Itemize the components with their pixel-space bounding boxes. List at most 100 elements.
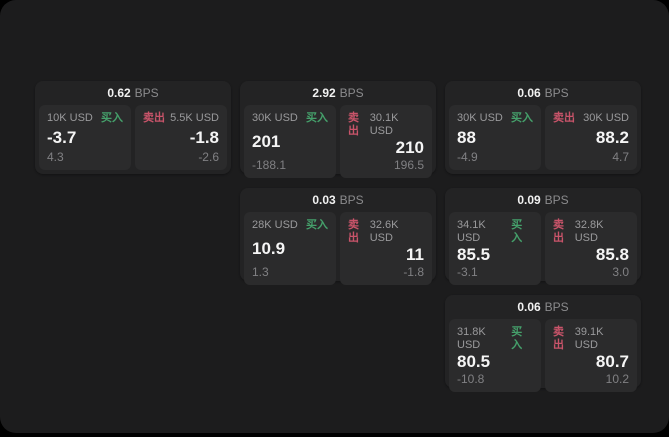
card-body: 28K USD 买入 10.9 1.3 卖出 32.6K USD 11 -1.8 [244,212,432,285]
sell-notional: 30K USD [583,112,629,124]
spread-bps-value: 0.62 [107,86,131,100]
buy-side-label: 买入 [511,112,533,124]
buy-tile-header: 28K USD 买入 [252,219,328,232]
spread-bps-value: 0.09 [517,193,541,207]
quote-card: 2.92 BPS 30K USD 买入 201 -188.1 卖出 30.1K … [240,81,436,178]
card-header: 0.06 BPS [449,295,637,319]
card-body: 34.1K USD 买入 85.5 -3.1 卖出 32.8K USD 85.8… [449,212,637,285]
sell-delta: 3.0 [612,265,629,279]
quote-card-grid: 0.62 BPS 10K USD 买入 -3.7 4.3 卖出 5.5K USD… [35,81,641,392]
spread-bps-value: 0.06 [517,86,541,100]
buy-delta: 1.3 [252,265,269,279]
bps-unit-label: BPS [339,86,364,100]
buy-delta: -4.9 [457,150,478,164]
buy-side-label: 买入 [511,326,523,351]
spread-bps-value: 0.06 [517,300,541,314]
sell-quote-tile[interactable]: 卖出 32.6K USD 11 -1.8 [340,212,432,285]
buy-quote-tile[interactable]: 30K USD 买入 88 -4.9 [449,105,541,170]
sell-tile-header: 卖出 30K USD [553,112,629,125]
buy-delta: -10.8 [457,372,485,386]
card-body: 10K USD 买入 -3.7 4.3 卖出 5.5K USD -1.8 -2.… [39,105,227,170]
sell-notional: 32.6K USD [369,219,399,244]
sell-price: 11 [406,245,424,264]
sell-quote-tile[interactable]: 卖出 30K USD 88.2 4.7 [545,105,637,170]
buy-quote-tile[interactable]: 10K USD 买入 -3.7 4.3 [39,105,131,170]
sell-delta: -1.8 [403,265,424,279]
card-body: 30K USD 买入 201 -188.1 卖出 30.1K USD 210 1… [244,105,432,178]
buy-notional: 28K USD [252,219,298,231]
sell-side-label: 卖出 [143,112,165,124]
card-header: 0.09 BPS [449,188,637,212]
buy-side-label: 买入 [306,219,328,231]
sell-price: -1.8 [189,127,219,147]
sell-price: 85.8 [595,245,629,264]
bps-unit-label: BPS [544,86,569,100]
buy-notional: 30K USD [457,112,503,124]
sell-delta: 4.7 [612,150,629,164]
buy-side-label: 买入 [101,112,123,124]
buy-notional: 34.1K USD [457,219,486,244]
sell-tile-header: 卖出 5.5K USD [143,112,219,125]
sell-side-label: 卖出 [553,326,564,351]
sell-quote-tile[interactable]: 卖出 5.5K USD -1.8 -2.6 [135,105,227,170]
sell-notional: 32.8K USD [574,219,604,244]
sell-tile-header: 卖出 39.1K USD [553,326,629,352]
sell-side-label: 卖出 [348,112,359,137]
sell-tile-header: 卖出 30.1K USD [348,112,424,138]
buy-price: 201 [252,131,281,151]
sell-side-label: 卖出 [553,112,575,124]
buy-quote-tile[interactable]: 31.8K USD 买入 80.5 -10.8 [449,319,541,392]
spread-bps-value: 2.92 [312,86,336,100]
buy-tile-header: 30K USD 买入 [457,112,533,125]
bps-unit-label: BPS [544,193,569,207]
sell-notional: 5.5K USD [170,112,219,124]
bps-unit-label: BPS [339,193,364,207]
quote-card: 0.09 BPS 34.1K USD 买入 85.5 -3.1 卖出 32.8K… [445,188,641,285]
bps-unit-label: BPS [544,300,569,314]
card-body: 31.8K USD 买入 80.5 -10.8 卖出 39.1K USD 80.… [449,319,637,392]
sell-price: 80.7 [595,352,629,371]
buy-price: 80.5 [457,352,491,371]
buy-tile-header: 10K USD 买入 [47,112,123,125]
quote-card: 0.06 BPS 31.8K USD 买入 80.5 -10.8 卖出 39.1… [445,295,641,392]
sell-delta: -2.6 [198,150,219,164]
sell-notional: 39.1K USD [574,326,604,351]
card-header: 0.06 BPS [449,81,637,105]
card-header: 0.03 BPS [244,188,432,212]
buy-side-label: 买入 [511,219,523,244]
buy-price: 85.5 [457,245,491,264]
sell-quote-tile[interactable]: 卖出 39.1K USD 80.7 10.2 [545,319,637,392]
sell-price: 210 [395,138,424,157]
sell-delta: 10.2 [605,372,629,386]
buy-quote-tile[interactable]: 30K USD 买入 201 -188.1 [244,105,336,178]
sell-side-label: 卖出 [348,219,359,244]
buy-tile-header: 30K USD 买入 [252,112,328,125]
buy-quote-tile[interactable]: 34.1K USD 买入 85.5 -3.1 [449,212,541,285]
buy-price: 10.9 [252,238,286,258]
sell-price: 88.2 [595,127,629,147]
card-header: 2.92 BPS [244,81,432,105]
card-header: 0.62 BPS [39,81,227,105]
buy-delta: 4.3 [47,150,64,164]
sell-quote-tile[interactable]: 卖出 32.8K USD 85.8 3.0 [545,212,637,285]
buy-price: -3.7 [47,127,77,147]
buy-price: 88 [457,127,476,147]
buy-side-label: 买入 [306,112,328,124]
buy-quote-tile[interactable]: 28K USD 买入 10.9 1.3 [244,212,336,285]
buy-tile-header: 31.8K USD 买入 [457,326,533,352]
sell-tile-header: 卖出 32.6K USD [348,219,424,245]
quote-card: 0.06 BPS 30K USD 买入 88 -4.9 卖出 30K USD 8… [445,81,641,174]
sell-delta: 196.5 [393,158,424,172]
bps-unit-label: BPS [134,86,159,100]
quote-card: 0.03 BPS 28K USD 买入 10.9 1.3 卖出 32.6K US… [240,188,436,285]
buy-delta: -3.1 [457,265,478,279]
buy-notional: 30K USD [252,112,298,124]
buy-notional: 31.8K USD [457,326,486,351]
sell-side-label: 卖出 [553,219,564,244]
card-body: 30K USD 买入 88 -4.9 卖出 30K USD 88.2 4.7 [449,105,637,170]
sell-quote-tile[interactable]: 卖出 30.1K USD 210 196.5 [340,105,432,178]
sell-notional: 30.1K USD [369,112,399,137]
quote-card: 0.62 BPS 10K USD 买入 -3.7 4.3 卖出 5.5K USD… [35,81,231,174]
sell-tile-header: 卖出 32.8K USD [553,219,629,245]
